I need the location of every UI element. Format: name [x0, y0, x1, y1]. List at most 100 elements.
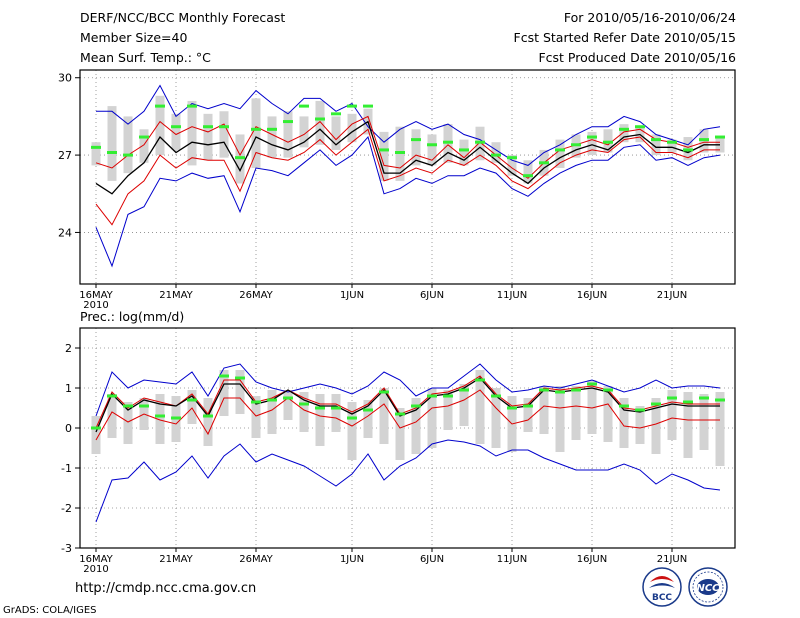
precip-member-box-32 [587, 380, 597, 434]
precip-member-box-29 [539, 386, 549, 434]
precip-member-box-37 [667, 390, 677, 440]
precip-member-box-30 [555, 386, 565, 452]
grads-credit: GrADS: COLA/IGES [3, 605, 97, 616]
precip-xtick-sublabel-0: 2010 [83, 564, 108, 575]
precip-member-box-31 [571, 386, 581, 440]
precip-ytick-label-2: -1 [61, 462, 72, 475]
precip-member-box-15 [315, 394, 325, 446]
temp-member-box-13 [283, 111, 293, 158]
ncc-logo: NCC [688, 567, 728, 607]
precip-xtick-label-7: 21JUN [657, 554, 687, 565]
precip-member-box-35 [635, 406, 645, 444]
temp-series-upper [95, 115, 720, 179]
temp-series-mean [95, 120, 720, 195]
precip-ytick-label-0: -3 [61, 542, 72, 555]
precip-member-box-5 [155, 394, 165, 444]
bcc-logo-text: BCC [652, 593, 672, 603]
temp-ytick-label-0: 24 [58, 226, 72, 239]
precip-frame [79, 327, 736, 549]
precip-member-box-2 [107, 394, 117, 438]
precip-xtick-label-6: 16JUN [577, 554, 607, 565]
precip-member-box-23 [443, 390, 453, 430]
temp-member-box-21 [411, 129, 421, 166]
precip-xtick-label-3: 1JUN [340, 554, 364, 565]
precip-series-max [95, 363, 721, 417]
member-size: Member Size=40 [80, 30, 188, 45]
temp-ytick-label-2: 30 [58, 72, 72, 85]
precip-xtick-label-5: 11JUN [497, 554, 527, 565]
precip-member-box-13 [283, 390, 293, 420]
precip-ytick-label-5: 2 [65, 342, 72, 355]
temp-member-box-6 [171, 113, 181, 150]
precip-member-box-20 [395, 408, 405, 460]
precip-xtick-label-1: 21MAY [159, 554, 193, 565]
temp-member-box-9 [219, 111, 229, 158]
source-url[interactable]: http://cmdp.ncc.cma.gov.cn [75, 581, 257, 596]
fcst-started-date: Fcst Started Refer Date 2010/05/15 [513, 30, 737, 45]
temp-frame [79, 69, 736, 285]
temp-series-min [95, 135, 721, 268]
temp-member-box-14 [299, 116, 309, 148]
temp-xtick-label-5: 11JUN [497, 290, 527, 301]
precip-member-box-16 [331, 394, 341, 432]
temp-xtick-label-1: 21MAY [159, 290, 193, 301]
temp-xtick-label-7: 21JUN [657, 290, 687, 301]
temp-xtick-sublabel-0: 2010 [83, 300, 108, 311]
temp-ytick-label-1: 27 [58, 149, 72, 162]
temp-member-box-15 [315, 100, 325, 145]
temp-member-box-34 [619, 124, 629, 143]
temp-member-box-2 [107, 106, 117, 181]
precip-member-box-1 [91, 416, 101, 454]
temp-xtick-label-3: 1JUN [340, 290, 364, 301]
precip-member-box-7 [187, 390, 197, 424]
temp-member-box-36 [651, 134, 661, 156]
precip-member-box-26 [491, 388, 501, 448]
temp-member-box-27 [507, 155, 517, 176]
precip-xtick-label-4: 6JUN [420, 554, 444, 565]
temp-member-box-28 [523, 160, 533, 184]
fcst-produced-date: Fcst Produced Date 2010/05/16 [538, 50, 736, 65]
temp-member-box-5 [155, 95, 165, 156]
precip-label: Prec.: log(mm/d) [80, 309, 185, 324]
precip-member-box-40 [715, 392, 725, 466]
precip-member-box-34 [619, 398, 629, 448]
precip-series-min [95, 439, 721, 523]
temp-member-box-26 [491, 142, 501, 163]
precip-member-box-39 [699, 394, 709, 450]
temp-xtick-label-2: 26MAY [239, 290, 273, 301]
temp-member-box-30 [555, 139, 565, 168]
precip-xtick-label-0: 16MAY [79, 554, 113, 565]
temp-member-box-3 [123, 116, 133, 174]
temp-member-box-4 [139, 129, 149, 163]
header-left: DERF/NCC/BCC Monthly Forecast Member Siz… [80, 8, 285, 68]
precip-member-box-11 [251, 396, 261, 438]
precip-member-box-22 [427, 388, 437, 448]
temp-series-max [96, 84, 721, 166]
precip-member-box-36 [651, 398, 661, 454]
logos: BCC NCC [642, 567, 728, 607]
temp-member-box-32 [587, 131, 597, 156]
precip-member-box-19 [379, 388, 389, 444]
temp-member-box-1 [91, 142, 101, 166]
temp-xtick-label-0: 16MAY [79, 290, 113, 301]
precip-xtick-label-2: 26MAY [239, 554, 273, 565]
precip-series-upper [95, 375, 720, 429]
precip-series-lower [95, 389, 720, 441]
temp-member-box-17 [347, 113, 357, 143]
precip-member-box-24 [459, 384, 469, 426]
chart-title: DERF/NCC/BCC Monthly Forecast [80, 10, 286, 25]
precip-member-box-10 [235, 370, 245, 414]
precip-series-mean [95, 377, 720, 433]
precip-member-box-25 [475, 370, 485, 444]
precip-member-box-9 [219, 370, 229, 416]
temp-member-box-7 [187, 100, 197, 166]
precip-member-box-18 [363, 400, 373, 438]
precip-member-box-17 [347, 402, 357, 460]
temp-xtick-label-6: 16JUN [577, 290, 607, 301]
temp-member-box-8 [203, 113, 213, 161]
precip-member-box-28 [523, 398, 533, 432]
temp-member-box-16 [331, 116, 341, 150]
